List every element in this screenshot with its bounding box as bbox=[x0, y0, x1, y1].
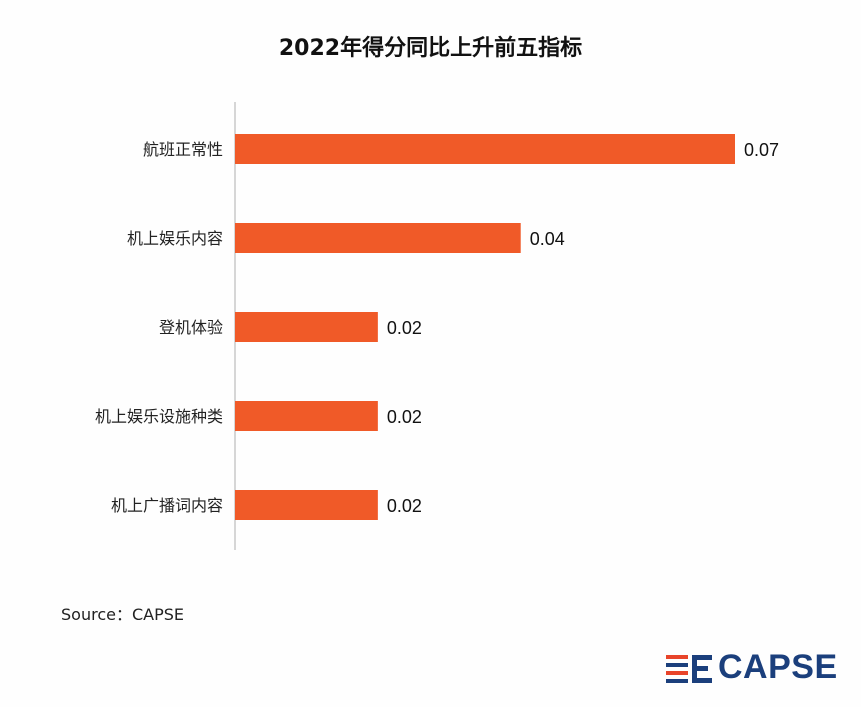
data-label: 0.07 bbox=[744, 140, 779, 160]
category-label: 机上广播词内容 bbox=[111, 496, 223, 515]
capse-flag-icon bbox=[666, 655, 712, 683]
category-label: 航班正常性 bbox=[143, 140, 223, 159]
bar bbox=[235, 223, 521, 253]
category-label: 机上娱乐内容 bbox=[127, 229, 223, 248]
data-label: 0.02 bbox=[387, 318, 422, 338]
bar bbox=[235, 401, 378, 431]
bar bbox=[235, 134, 735, 164]
logo-text: CAPSE bbox=[718, 648, 838, 686]
category-label: 登机体验 bbox=[159, 318, 223, 337]
source-note: Source：CAPSE bbox=[61, 605, 184, 624]
category-label: 机上娱乐设施种类 bbox=[95, 407, 223, 426]
data-label: 0.04 bbox=[530, 229, 565, 249]
capse-logo: CAPSE bbox=[664, 648, 844, 686]
bar-chart: 航班正常性 0.07 机上娱乐内容 0.04 登机体验 0.02 机上娱乐设施种类 0.02 机… bbox=[95, 102, 779, 550]
data-label: 0.02 bbox=[387, 496, 422, 516]
bar bbox=[235, 312, 378, 342]
chart-title: 2022年得分同比上升前五指标 bbox=[278, 36, 583, 61]
data-label: 0.02 bbox=[387, 407, 422, 427]
bar bbox=[235, 490, 378, 520]
